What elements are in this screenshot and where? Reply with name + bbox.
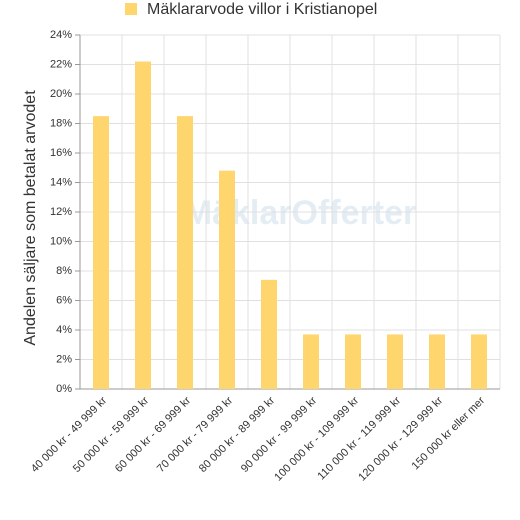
x-tick-label: 120 000 kr - 129 999 kr [356, 394, 445, 483]
x-tick-label: 90 000 kr - 99 999 kr [239, 394, 319, 474]
y-tick-label: 4% [56, 324, 72, 336]
x-tick-label: 40 000 kr - 49 999 kr [29, 394, 109, 474]
x-tick-label: 100 000 kr - 109 999 kr [272, 394, 361, 483]
y-tick-label: 8% [56, 265, 72, 277]
bar [429, 334, 445, 389]
x-tick-label: 150 000 kr eller mer [410, 394, 488, 472]
y-tick-label: 2% [56, 353, 72, 365]
legend-label: Mäklararvode villor i Kristianopel [147, 1, 377, 18]
y-tick-label: 18% [50, 117, 72, 129]
y-tick-label: 20% [50, 88, 72, 100]
y-tick-label: 12% [50, 206, 72, 218]
bar [135, 61, 151, 390]
x-tick-label: 50 000 kr - 59 999 kr [71, 394, 151, 474]
x-tick-label: 80 000 kr - 89 999 kr [197, 394, 277, 474]
y-tick-label: 6% [56, 294, 72, 306]
y-tick-label: 22% [50, 58, 72, 70]
y-tick-label: 16% [50, 147, 72, 159]
bar [219, 170, 235, 389]
y-axis-label: Andelen säljare som betalat arvodet [22, 90, 39, 346]
y-tick-label: 0% [56, 383, 72, 395]
y-tick-label: 14% [50, 176, 72, 188]
bar [177, 116, 193, 389]
y-tick-label: 24% [50, 29, 72, 41]
bar [93, 116, 109, 389]
y-tick-label: 10% [50, 235, 72, 247]
legend-swatch [125, 3, 137, 15]
x-tick-label: 110 000 kr - 119 999 kr [315, 394, 403, 482]
bar [303, 334, 319, 389]
watermark: MäklarOfferter [184, 194, 416, 232]
bar [471, 334, 487, 389]
x-tick-label: 70 000 kr - 79 999 kr [155, 394, 235, 474]
bar [387, 334, 403, 389]
x-tick-label: 60 000 kr - 69 999 kr [113, 394, 193, 474]
bar [345, 334, 361, 389]
bar [261, 279, 277, 389]
